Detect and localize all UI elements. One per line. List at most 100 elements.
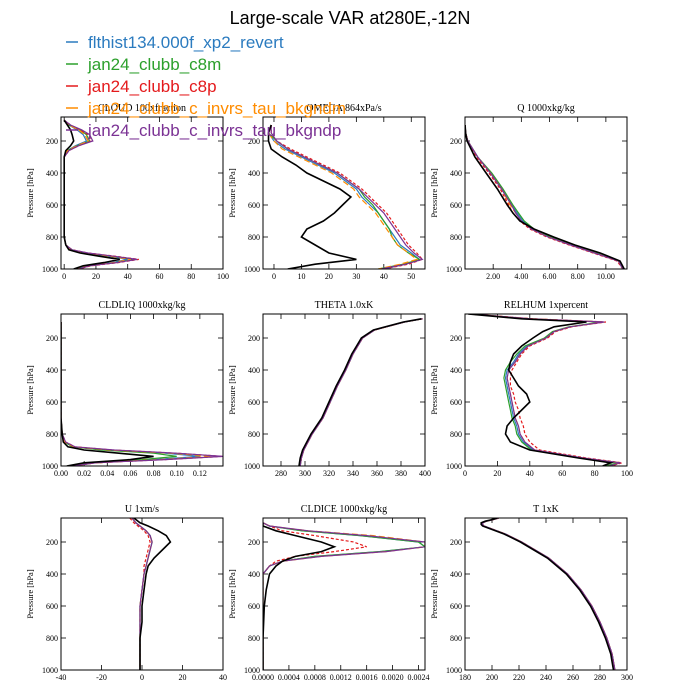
x-tick-label: 20	[325, 272, 333, 281]
y-tick-label: 600	[248, 602, 260, 611]
series-line-5	[263, 522, 425, 670]
y-axis-label: Pressure [hPa]	[25, 365, 35, 415]
y-tick-label: 1000	[42, 462, 58, 471]
series-line-5	[61, 322, 223, 466]
y-tick-label: 800	[46, 430, 58, 439]
reference-line	[465, 124, 625, 269]
y-tick-label: 200	[248, 538, 260, 547]
legend-label: jan24_clubb_c8m	[87, 55, 221, 74]
series-line-5	[63, 119, 138, 269]
reference-line	[61, 322, 154, 466]
y-tick-label: 1000	[42, 666, 58, 675]
series-line-4	[263, 522, 425, 670]
y-axis-label: Pressure [hPa]	[227, 365, 237, 415]
y-axis-label: Pressure [hPa]	[429, 365, 439, 415]
series-group	[61, 322, 223, 466]
x-tick-label: 280	[275, 469, 287, 478]
legend-item: flthist134.000f_xp2_revert	[66, 33, 284, 52]
y-tick-label: 800	[248, 634, 260, 643]
reference-line	[480, 518, 615, 670]
y-tick-label: 400	[248, 570, 260, 579]
panel-title: OMEGA 864xPa/s	[306, 103, 381, 114]
panel-6: RELHUM 1xpercent Pressure [hPa] 0 20 40 60 80 1…	[429, 300, 633, 478]
reference-line	[267, 124, 357, 269]
panels: CLOUD 100xfraction Pressure [hPa] 0 20 40 60 8…	[25, 103, 633, 682]
panel-title: CLOUD 100xfraction	[98, 103, 186, 114]
x-tick-label: 360	[371, 469, 383, 478]
x-tick-label: 0	[62, 272, 66, 281]
x-tick-label: 220	[513, 673, 525, 682]
plot-frame	[60, 517, 224, 671]
legend-item: jan24_clubb_c8p	[66, 77, 217, 96]
y-tick-label: 200	[450, 137, 462, 146]
y-tick-label: 600	[46, 201, 58, 210]
series-line-5	[131, 518, 153, 670]
series-line-4	[465, 124, 624, 269]
series-group	[129, 518, 172, 670]
series-group	[267, 124, 424, 269]
series-line-4	[267, 124, 419, 269]
y-tick-label: 800	[46, 233, 58, 242]
y-tick-label: 600	[450, 398, 462, 407]
panel-3: Q 1000xkg/kg Pressure [hPa] 2.00 4.00 6.00 8.…	[429, 103, 628, 281]
legend-label: flthist134.000f_xp2_revert	[88, 33, 284, 52]
y-axis-label: Pressure [hPa]	[429, 569, 439, 619]
y-tick-label: 600	[46, 398, 58, 407]
x-tick-label: 300	[621, 673, 633, 682]
x-tick-label: 0.0008	[304, 673, 326, 682]
series-group	[465, 124, 625, 269]
reference-line	[63, 119, 120, 269]
y-tick-label: 1000	[446, 666, 462, 675]
series-line-4	[61, 322, 212, 466]
legend: flthist134.000f_xp2_revert jan24_clubb_c8…	[66, 33, 346, 140]
x-tick-label: 20	[493, 469, 501, 478]
plot-frame	[464, 313, 628, 467]
y-axis-label: Pressure [hPa]	[25, 168, 35, 218]
y-tick-label: 600	[450, 201, 462, 210]
x-tick-label: 0.02	[77, 469, 91, 478]
y-tick-label: 600	[248, 398, 260, 407]
x-tick-label: 60	[155, 272, 163, 281]
y-tick-label: 1000	[244, 462, 260, 471]
y-tick-label: 1000	[446, 462, 462, 471]
x-tick-label: 0.00	[54, 469, 68, 478]
x-tick-label: 10	[297, 272, 305, 281]
x-tick-label: 0.0024	[408, 673, 430, 682]
y-axis-label: Pressure [hPa]	[227, 168, 237, 218]
reference-line	[298, 318, 422, 466]
x-tick-label: 60	[558, 469, 566, 478]
y-tick-label: 600	[450, 602, 462, 611]
y-tick-label: 200	[248, 137, 260, 146]
series-line-2	[469, 314, 618, 466]
y-tick-label: 600	[46, 602, 58, 611]
y-tick-label: 200	[248, 334, 260, 343]
plot-frame	[262, 313, 426, 467]
y-tick-label: 800	[450, 634, 462, 643]
x-tick-label: 20	[179, 673, 187, 682]
series-line-2	[482, 518, 616, 670]
series-line-1	[267, 124, 421, 269]
panel-1: CLOUD 100xfraction Pressure [hPa] 0 20 40 60 8…	[25, 103, 229, 281]
panel-7: U 1xm/s Pressure [hPa] -40 -20 0 20 40 200 400 60…	[25, 504, 227, 682]
x-tick-label: 100	[621, 469, 633, 478]
panel-title: T 1xK	[533, 504, 559, 515]
y-tick-label: 800	[450, 233, 462, 242]
x-tick-label: 80	[187, 272, 195, 281]
plot-frame	[60, 116, 224, 270]
y-tick-label: 800	[248, 233, 260, 242]
series-group	[298, 318, 423, 466]
figure-title: Large-scale VAR at280E,-12N	[230, 8, 471, 28]
series-line-3	[263, 522, 367, 670]
y-axis-label: Pressure [hPa]	[25, 569, 35, 619]
x-tick-label: 380	[395, 469, 407, 478]
x-tick-label: 300	[299, 469, 311, 478]
x-tick-label: 6.00	[543, 272, 557, 281]
legend-item: jan24_clubb_c_invrs_tau_bkgndp	[66, 121, 341, 140]
panel-title: THETA 1.0xK	[315, 300, 374, 311]
x-tick-label: 4.00	[514, 272, 528, 281]
series-line-1	[469, 314, 620, 466]
reference-line	[468, 314, 614, 466]
y-tick-label: 400	[450, 169, 462, 178]
x-tick-label: 0.12	[193, 469, 207, 478]
x-tick-label: 0.0004	[278, 673, 300, 682]
